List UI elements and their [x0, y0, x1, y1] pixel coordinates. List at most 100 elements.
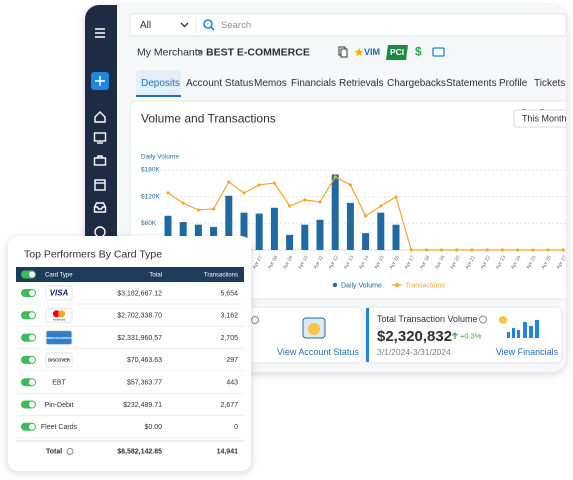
active-tab-bg: [136, 70, 181, 96]
calendar-icon[interactable]: [94, 179, 106, 191]
line-point: [196, 208, 200, 212]
total: $3,182,667.12: [117, 290, 162, 297]
transactions: 2,705: [220, 335, 238, 342]
tab[interactable]: Memos: [254, 78, 287, 89]
line-point: [348, 183, 352, 187]
date-range-select[interactable]: [513, 109, 570, 128]
volume-change: +0.3%: [460, 331, 482, 340]
calendar-badge: [308, 323, 320, 335]
tab[interactable]: Tickets: [534, 78, 565, 89]
search-input[interactable]: Search: [221, 20, 251, 31]
bar: [316, 219, 324, 250]
card-logo: [45, 330, 73, 346]
up-arrow: [452, 332, 458, 339]
breadcrumb-separator: >: [197, 46, 203, 58]
volume-card-accent: [366, 308, 369, 362]
filter-select[interactable]: All: [140, 20, 151, 31]
line-point: [181, 201, 185, 205]
line-point: [531, 248, 535, 252]
line-point: [409, 248, 413, 252]
transactions: 2,677: [220, 402, 238, 409]
toggle-knob: [29, 271, 35, 278]
total-transactions: 14,941: [217, 448, 239, 455]
mini-chart-icon: [507, 320, 539, 338]
pci-badge-bg: [386, 45, 408, 60]
monitor-icon[interactable]: [93, 132, 107, 142]
tab[interactable]: Financials: [291, 78, 336, 89]
account-link[interactable]: View Account Status: [277, 347, 359, 357]
line-point: [303, 198, 307, 202]
volume-period: 3/1/2024-3/31/2024: [377, 347, 451, 357]
tab[interactable]: Statements: [446, 78, 497, 89]
table-header: [16, 267, 244, 282]
briefcase-icon[interactable]: [93, 157, 107, 166]
line-point: [272, 181, 276, 185]
line-point: [212, 207, 216, 211]
volume-title: Total Transaction Volume: [377, 314, 478, 324]
menu-icon[interactable]: [95, 28, 105, 38]
line-point: [455, 248, 459, 252]
toggle-knob: [29, 356, 35, 363]
chevron: [180, 22, 189, 28]
line-point: [440, 248, 444, 252]
card-type: AMERICAN EXPRESS: [46, 336, 73, 340]
transactions: 5,654: [220, 290, 238, 297]
line-point: [364, 214, 368, 218]
bar: [164, 215, 172, 250]
date-range-value[interactable]: This Month: [522, 113, 567, 123]
line-point: [318, 200, 322, 204]
tab[interactable]: Chargebacks: [387, 78, 446, 89]
x-tick-label: Apr 27: [556, 254, 569, 270]
y-axis-label: Daily Volume: [141, 154, 179, 161]
total: $0.00: [144, 424, 162, 431]
tab[interactable]: Deposits: [141, 78, 180, 89]
total-amount: $8,582,142.85: [117, 448, 162, 455]
mc-circle: [52, 310, 61, 318]
inbox-icon[interactable]: [93, 202, 107, 213]
total: $2,702,338.70: [117, 313, 162, 320]
line-point: [561, 248, 565, 252]
card-type: EBT: [52, 380, 66, 387]
help-icon[interactable]: [479, 315, 487, 324]
search-bar[interactable]: [129, 13, 567, 37]
toggle-knob: [29, 401, 35, 408]
line-point: [333, 175, 337, 179]
case-icon: [432, 47, 445, 57]
copy-icon-back: [340, 48, 348, 58]
chart-title: Volume and Transactions: [141, 112, 276, 126]
legend-label[interactable]: Daily Volume: [341, 282, 382, 289]
card-type: Fleet Cards: [41, 424, 78, 431]
legend-label[interactable]: Transactions: [405, 282, 445, 289]
line-point: [242, 191, 246, 195]
transactions: 0: [234, 424, 238, 431]
transactions: 297: [226, 357, 238, 364]
mini-chart-badge: [499, 316, 507, 324]
transactions: 3,162: [220, 313, 238, 320]
bar: [225, 195, 233, 250]
toggle-knob: [29, 423, 35, 430]
help-icon[interactable]: [251, 316, 259, 324]
breadcrumb-root[interactable]: My Merchants: [137, 46, 203, 58]
bar: [286, 234, 294, 250]
toggle-knob: [29, 334, 35, 341]
volume-value: $2,320,832: [377, 328, 452, 345]
search-icon-handle: [210, 26, 215, 31]
help-icon[interactable]: [66, 448, 74, 455]
home-icon[interactable]: [94, 111, 106, 123]
mc-circle: [57, 310, 66, 318]
bar: [240, 212, 248, 250]
line-point: [257, 183, 261, 187]
legend-swatch: [395, 283, 399, 287]
total: $2,331,960.57: [117, 335, 162, 342]
line-point: [166, 191, 170, 195]
volume-link[interactable]: View Financials: [496, 347, 559, 357]
tab[interactable]: Account Status: [186, 78, 253, 89]
line-point: [516, 248, 520, 252]
total: $57,363.77: [127, 380, 162, 387]
tab[interactable]: Retrievals: [339, 78, 383, 89]
bar: [331, 174, 339, 250]
tab[interactable]: Profile: [499, 78, 528, 89]
